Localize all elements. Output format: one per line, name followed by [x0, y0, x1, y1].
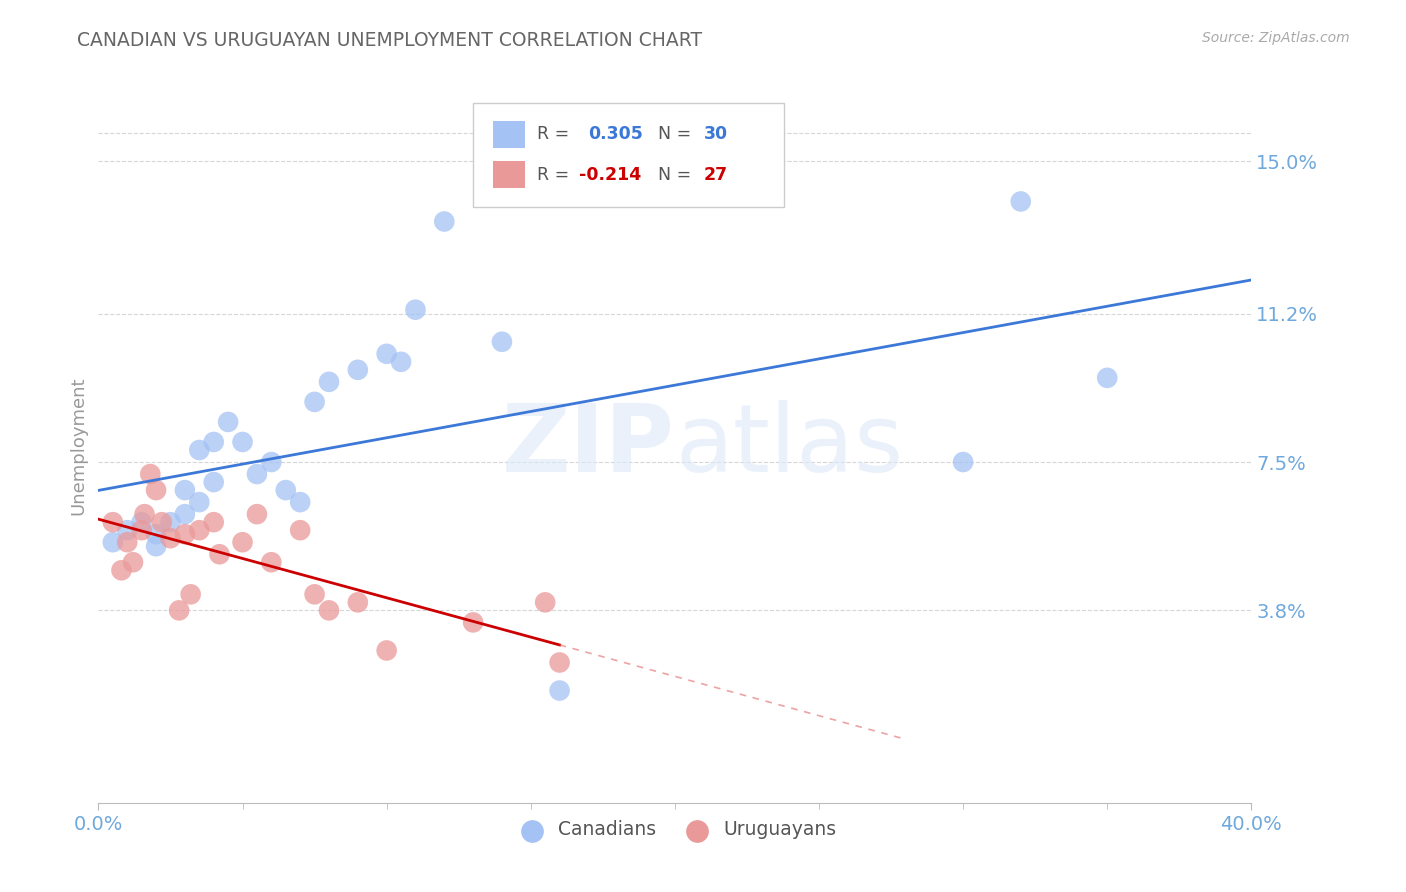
Text: 30: 30 — [704, 125, 728, 143]
Point — [202, 475, 225, 489]
Text: Source: ZipAtlas.com: Source: ZipAtlas.com — [1202, 31, 1350, 45]
Point — [159, 515, 181, 529]
Point — [433, 214, 456, 228]
Point — [202, 515, 225, 529]
Point — [131, 515, 153, 529]
Point — [1010, 194, 1032, 209]
Point — [117, 523, 139, 537]
Text: 0.305: 0.305 — [589, 125, 644, 143]
Point — [548, 683, 571, 698]
Point — [180, 587, 202, 601]
Text: atlas: atlas — [675, 400, 903, 492]
Point — [145, 483, 167, 497]
Text: 27: 27 — [704, 166, 728, 184]
Text: -0.214: -0.214 — [579, 166, 641, 184]
FancyBboxPatch shape — [492, 120, 524, 148]
Point — [534, 595, 557, 609]
Point — [389, 355, 412, 369]
Point — [188, 495, 211, 509]
Point — [174, 527, 197, 541]
Point — [290, 495, 312, 509]
Point — [304, 395, 326, 409]
Point — [260, 555, 283, 569]
Point — [150, 515, 173, 529]
Point — [122, 555, 145, 569]
FancyBboxPatch shape — [472, 103, 785, 207]
Point — [231, 435, 254, 450]
Point — [167, 603, 190, 617]
Point — [231, 535, 254, 549]
Point — [318, 375, 340, 389]
Point — [375, 347, 398, 361]
Point — [101, 515, 124, 529]
Text: R =: R = — [537, 125, 574, 143]
Point — [145, 527, 167, 541]
Point — [346, 363, 368, 377]
Point — [145, 539, 167, 553]
Point — [260, 455, 283, 469]
Point — [461, 615, 484, 630]
Text: N =: N = — [658, 166, 696, 184]
Point — [101, 535, 124, 549]
Point — [188, 442, 211, 457]
Point — [346, 595, 368, 609]
Point — [131, 523, 153, 537]
Point — [405, 302, 427, 317]
FancyBboxPatch shape — [492, 161, 524, 188]
Point — [304, 587, 326, 601]
Text: N =: N = — [658, 125, 696, 143]
Point — [208, 547, 231, 561]
Point — [952, 455, 974, 469]
Point — [375, 643, 398, 657]
Point — [1097, 371, 1119, 385]
Point — [202, 435, 225, 450]
Point — [318, 603, 340, 617]
Point — [290, 523, 312, 537]
Point — [117, 535, 139, 549]
Point — [246, 467, 269, 481]
Point — [134, 507, 156, 521]
Legend: Canadians, Uruguayans: Canadians, Uruguayans — [506, 813, 844, 847]
Point — [246, 507, 269, 521]
Point — [174, 483, 197, 497]
Point — [274, 483, 297, 497]
Point — [159, 531, 181, 545]
Point — [139, 467, 162, 481]
Point — [491, 334, 513, 349]
Point — [174, 507, 197, 521]
Text: CANADIAN VS URUGUAYAN UNEMPLOYMENT CORRELATION CHART: CANADIAN VS URUGUAYAN UNEMPLOYMENT CORRE… — [77, 31, 703, 50]
Point — [188, 523, 211, 537]
Text: ZIP: ZIP — [502, 400, 675, 492]
Y-axis label: Unemployment: Unemployment — [69, 376, 87, 516]
Text: R =: R = — [537, 166, 574, 184]
Point — [548, 656, 571, 670]
Point — [217, 415, 239, 429]
Point — [110, 563, 132, 577]
